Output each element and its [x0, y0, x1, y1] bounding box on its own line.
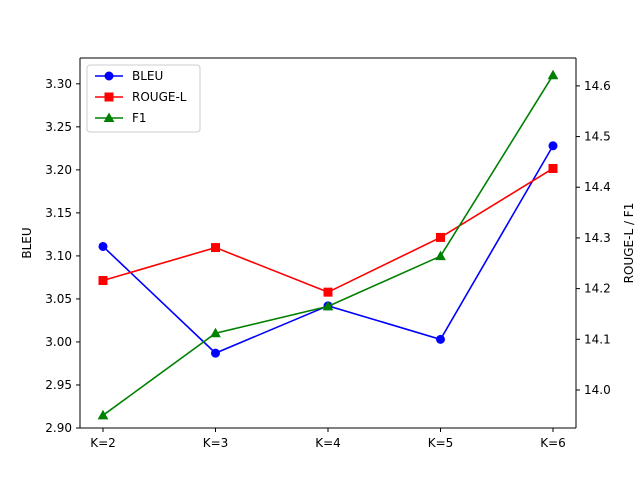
legend-label-f1: F1 — [132, 111, 147, 125]
data-point-rouge-l — [323, 287, 333, 297]
y-tick-label-left: 3.15 — [45, 206, 72, 220]
y-tick-label-right: 14.4 — [584, 180, 611, 194]
x-tick-label: K=3 — [203, 436, 229, 450]
data-point-bleu — [548, 141, 558, 151]
data-point-rouge-l — [211, 243, 220, 253]
x-tick-label: K=2 — [90, 436, 116, 450]
data-point-rouge-l — [98, 276, 108, 286]
y-tick-label-left: 2.90 — [45, 421, 72, 435]
data-point-f1 — [210, 327, 221, 338]
y-tick-label-left: 3.25 — [45, 120, 72, 134]
data-point-bleu — [436, 334, 445, 344]
y-axis-label-right: ROUGE-L / F1 — [622, 203, 636, 284]
x-tick-label: K=6 — [540, 436, 566, 450]
y-axis-label-left: BLEU — [20, 227, 34, 258]
y-tick-label-left: 3.05 — [45, 292, 72, 306]
legend-label-rouge-l: ROUGE-L — [132, 90, 187, 104]
x-tick-label: K=5 — [428, 436, 454, 450]
data-point-f1 — [547, 69, 559, 80]
legend: BLEU ROUGE-L F1 — [86, 64, 201, 133]
y-tick-label-left: 3.00 — [45, 335, 72, 349]
legend-marker-bleu — [104, 71, 114, 81]
data-point-rouge-l — [436, 232, 445, 242]
y-tick-label-left: 2.95 — [45, 378, 72, 392]
data-point-bleu — [211, 348, 220, 358]
legend-marker-rouge-l — [104, 92, 114, 102]
x-tick-label: K=4 — [315, 436, 341, 450]
data-point-bleu — [98, 241, 108, 251]
y-tick-label-left: 3.10 — [45, 249, 72, 263]
y-tick-label-right: 14.1 — [584, 332, 611, 346]
series-layer — [97, 69, 559, 420]
y-tick-label-right: 14.3 — [584, 231, 611, 245]
axes-layer: K=2 K=3 K=4 K=5 K=6 2.90 2.95 3.00 3.05 3.10 3.15 3… — [45, 57, 611, 450]
y-tick-label-right: 14.2 — [584, 282, 611, 296]
data-point-rouge-l — [548, 163, 558, 173]
y-tick-label-right: 14.6 — [584, 79, 611, 93]
y-tick-label-left: 3.30 — [45, 77, 72, 91]
y-tick-label-right: 14.0 — [584, 383, 611, 397]
data-point-f1 — [322, 300, 334, 311]
data-point-f1 — [97, 409, 109, 420]
y-tick-label-left: 3.20 — [45, 163, 72, 177]
y-tick-label-right: 14.5 — [584, 130, 611, 144]
legend-marker-f1 — [103, 112, 115, 122]
legend-label-bleu: BLEU — [132, 69, 163, 83]
data-point-f1 — [435, 250, 446, 261]
legend-box — [86, 64, 201, 133]
